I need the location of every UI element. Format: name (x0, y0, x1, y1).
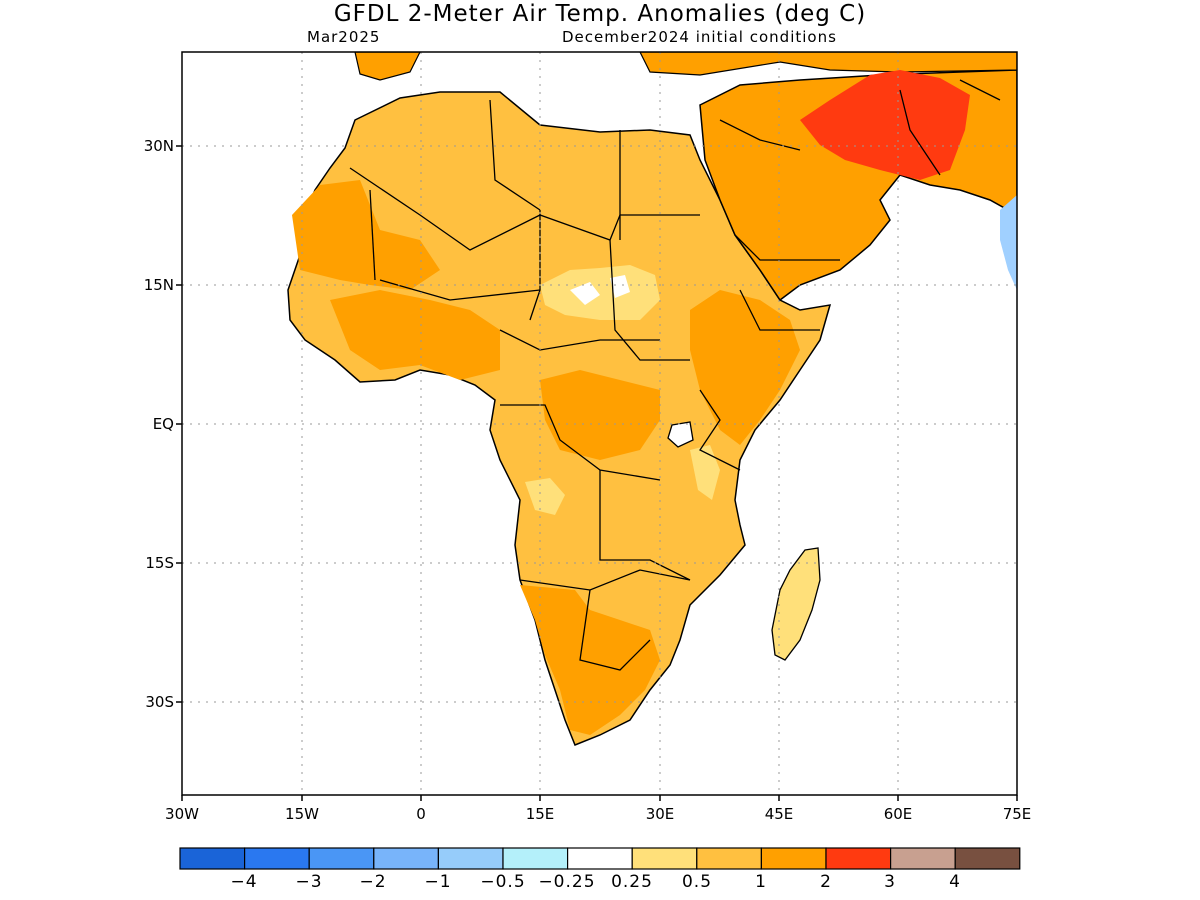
legend-swatch (244, 847, 310, 870)
lat-label: 30S (145, 693, 174, 711)
legend-swatch (889, 847, 956, 870)
legend-swatch (696, 847, 762, 870)
lon-label: 30W (165, 805, 199, 823)
axis-ticks (176, 145, 1018, 801)
anomaly-0-25-sahel (540, 265, 660, 320)
legend-swatch (566, 847, 633, 870)
legend-swatch (373, 847, 439, 870)
legend-label: 3 (884, 872, 896, 892)
initial-conditions: December2024 initial conditions (562, 28, 837, 46)
anomaly-1-2-east (690, 290, 800, 445)
anomaly-1-2-north (292, 180, 440, 290)
lon-label: 15W (285, 805, 319, 823)
map-title: GFDL 2-Meter Air Temp. Anomalies (deg C) (333, 1, 867, 27)
legend-swatch (825, 847, 892, 870)
anomaly-near-zero-chad (570, 275, 630, 305)
legend-swatch (760, 847, 827, 870)
color-legend (179, 847, 1021, 870)
lon-label: 0 (416, 805, 426, 823)
legend-label: −2 (359, 872, 387, 892)
anomaly-0-25-tanzania (690, 445, 720, 500)
lat-label: 15N (143, 276, 174, 294)
legend-label: −0.5 (480, 872, 526, 892)
lake-victoria (667, 421, 694, 448)
legend-label: 2 (820, 872, 832, 892)
lon-label: 45E (764, 805, 794, 823)
lon-label: 30E (645, 805, 675, 823)
lat-label: EQ (152, 415, 174, 433)
legend-label: 4 (949, 872, 961, 892)
lon-label: 60E (883, 805, 913, 823)
lat-label: 30N (143, 137, 174, 155)
europe-landmass (354, 52, 1017, 81)
legend-swatch (631, 847, 698, 870)
lon-label: 15E (525, 805, 555, 823)
legend-swatch (437, 847, 504, 870)
anomaly-1-2-west (330, 290, 500, 380)
legend-label: −1 (424, 872, 452, 892)
graticule (182, 52, 1017, 795)
legend-swatch (954, 847, 1021, 870)
legend-swatch (502, 847, 569, 870)
legend-label: 0.25 (611, 872, 653, 892)
anomaly-1-2-south (520, 585, 660, 735)
legend-label: −3 (295, 872, 323, 892)
legend-swatch (308, 847, 375, 870)
lon-label: 75E (1002, 805, 1032, 823)
madagascar (771, 547, 821, 661)
legend-label: 1 (755, 872, 767, 892)
lat-label: 15S (145, 554, 174, 572)
anomaly-negative-india (1000, 195, 1017, 290)
forecast-month: Mar2025 (307, 28, 381, 46)
anomaly-0-25-angola (525, 478, 565, 515)
legend-label: −0.25 (538, 872, 596, 892)
anomaly-2-3-iran (800, 70, 970, 180)
anomaly-1-2-central (540, 370, 660, 460)
legend-label: 0.5 (681, 872, 713, 892)
legend-swatch (179, 847, 246, 870)
legend-label: −4 (230, 872, 258, 892)
country-borders (349, 79, 1001, 671)
